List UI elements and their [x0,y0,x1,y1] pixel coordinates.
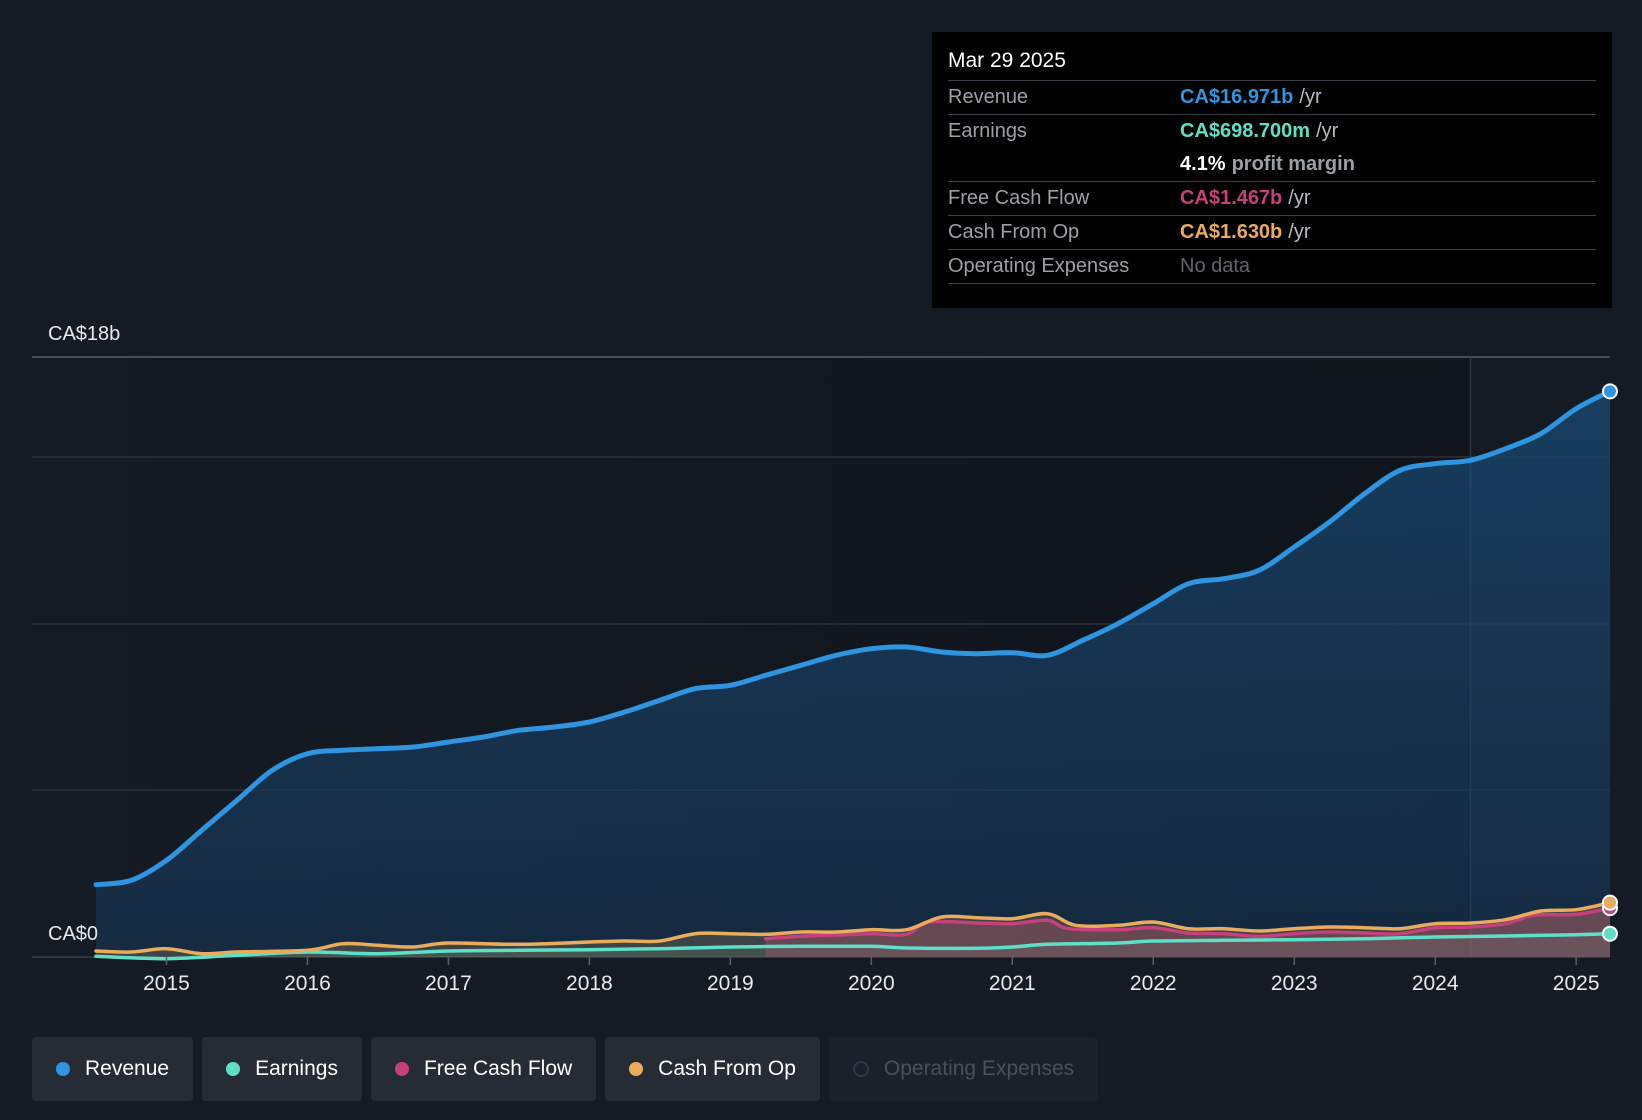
x-tick-label: 2025 [1553,972,1600,995]
free-cash-flow-dot-icon [394,1062,409,1076]
x-tick-label: 2018 [566,972,613,995]
tooltip-row-earnings: Earnings CA$698.700m /yr [948,115,1596,148]
legend-label: Cash From Op [658,1057,796,1080]
revenue-area [96,391,1610,957]
tooltip-margin-text: profit margin [1231,153,1355,175]
free-cash-flow-area [765,908,1610,957]
x-tick-label: 2023 [1271,972,1318,995]
legend-item-earnings[interactable]: Earnings [202,1037,362,1101]
tooltip: Mar 29 2025 Revenue CA$16.971b /yr Earni… [932,32,1612,308]
x-axis: 2015 2016 2017 2018 2019 2020 2021 2022 2023 2024… [143,957,1600,995]
y-axis-min-label: CA$0 [48,923,98,945]
series-endpoints [1602,383,1618,942]
legend-label: Free Cash Flow [423,1057,573,1080]
tooltip-value: CA$1.630b [1180,221,1283,243]
cash-from-op-dot-icon [629,1062,644,1076]
x-tick-label: 2024 [1412,972,1459,995]
tooltip-row-margin: 4.1% profit margin [948,148,1596,182]
tooltip-row-cfo: Cash From Op CA$1.630b /yr [948,216,1596,250]
revenue-line [93,388,1613,888]
tooltip-unit: /yr [1288,221,1311,243]
tooltip-label: Revenue [948,86,1029,108]
tooltip-value: CA$698.700m [1180,120,1311,142]
tooltip-date: Mar 29 2025 [948,46,1596,81]
tooltip-value: CA$16.971b [1180,86,1294,108]
legend-item-free-cash-flow[interactable]: Free Cash Flow [370,1037,597,1101]
x-tick-label: 2017 [425,972,472,995]
free-cash-flow-line [763,906,1612,941]
tooltip-label: Operating Expenses [948,255,1130,277]
cash-from-op-line [94,900,1612,956]
legend-item-cash-from-op[interactable]: Cash From Op [605,1037,820,1101]
x-tick-label: 2021 [989,972,1036,995]
legend-item-operating-expenses[interactable]: Operating Expenses [828,1037,1099,1101]
series-lines [93,388,1613,961]
legend-label: Revenue [85,1057,170,1080]
x-tick-label: 2022 [1130,972,1177,995]
earnings-line [94,931,1612,961]
x-tick-label: 2015 [143,972,190,995]
tooltip-unit: /yr [1288,187,1311,209]
x-tick-label: 2019 [707,972,754,995]
tooltip-row-opex: Operating Expenses No data [948,250,1596,284]
revenue-endpoint [1602,383,1618,400]
revenue-dot-icon [56,1062,70,1076]
y-axis-max-label: CA$18b [48,323,120,345]
legend-label: Operating Expenses [883,1057,1075,1080]
x-tick-label: 2016 [284,972,331,995]
earnings-endpoint [1602,925,1618,942]
legend-label: Earnings [255,1057,338,1080]
legend-item-revenue[interactable]: Revenue [32,1037,194,1101]
tooltip-row-fcf: Free Cash Flow CA$1.467b /yr [948,182,1596,216]
earnings-dot-icon [226,1062,241,1076]
tooltip-label: Free Cash Flow [948,187,1090,209]
tooltip-value: CA$1.467b [1180,187,1283,209]
tooltip-unit: /yr [1299,86,1322,108]
operating-expenses-dot-icon [852,1061,869,1077]
tooltip-unit: /yr [1316,120,1339,142]
tooltip-row-revenue: Revenue CA$16.971b /yr [948,81,1596,115]
tooltip-label: Cash From Op [948,221,1080,243]
cash-from-op-endpoint [1602,894,1618,911]
tooltip-label: Earnings [948,120,1027,142]
tooltip-value: No data [1180,255,1251,277]
tooltip-margin-value: 4.1% [1180,153,1226,175]
x-tick-label: 2020 [848,972,895,995]
legend: Revenue Earnings Free Cash Flow Cash Fro… [32,1037,1099,1101]
